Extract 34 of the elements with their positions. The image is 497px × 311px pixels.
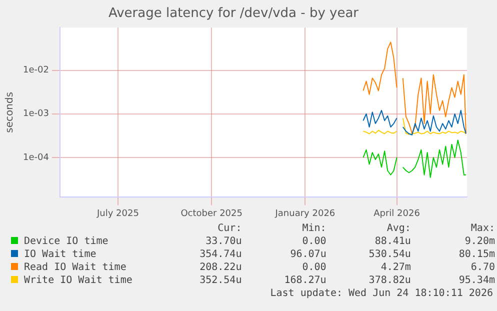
x-tick-label: April 2026 bbox=[374, 208, 420, 219]
legend-label: IO Wait time bbox=[23, 248, 98, 261]
text: 80.15m bbox=[458, 248, 496, 261]
text: 0.00 bbox=[301, 235, 328, 248]
x-tick-label: October 2025 bbox=[180, 208, 242, 219]
legend-label: Read IO Wait time bbox=[23, 261, 128, 274]
text: 352.54u bbox=[198, 274, 243, 287]
text: 4.27m bbox=[380, 261, 412, 274]
text: 96.07u bbox=[289, 248, 328, 261]
text: Max: bbox=[470, 222, 496, 235]
text: 88.41u bbox=[374, 235, 412, 248]
y-tick-label: 1e-02 bbox=[22, 66, 49, 76]
text: 208.22u bbox=[198, 261, 243, 274]
text: 530.54u bbox=[368, 248, 412, 261]
text: 6.70 bbox=[470, 261, 496, 274]
x-tick-label: July 2025 bbox=[96, 208, 139, 219]
text: 378.82u bbox=[368, 274, 412, 287]
text: 33.70u bbox=[204, 235, 243, 248]
y-tick-label: 1e-03 bbox=[22, 109, 49, 120]
chart-title: Average latency for /dev/vda - by year bbox=[108, 6, 360, 22]
text: Avg: bbox=[386, 222, 412, 235]
text: Min: bbox=[301, 222, 328, 235]
legend-label: Write IO Wait time bbox=[23, 274, 134, 287]
y-tick-label: 1e-04 bbox=[22, 152, 50, 163]
text: 354.74u bbox=[198, 248, 243, 261]
legend-label: Device IO time bbox=[23, 235, 110, 248]
text: 95.34m bbox=[458, 274, 496, 287]
text: 9.20m bbox=[464, 235, 496, 248]
text: Last update: Wed Jun 24 18:10:11 2026 bbox=[269, 287, 494, 300]
x-tick-label: January 2026 bbox=[274, 208, 336, 219]
text: 0.00 bbox=[301, 261, 328, 274]
text: Cur: bbox=[216, 222, 243, 235]
text: 168.27u bbox=[283, 274, 328, 287]
y-axis-title: seconds bbox=[4, 92, 16, 133]
